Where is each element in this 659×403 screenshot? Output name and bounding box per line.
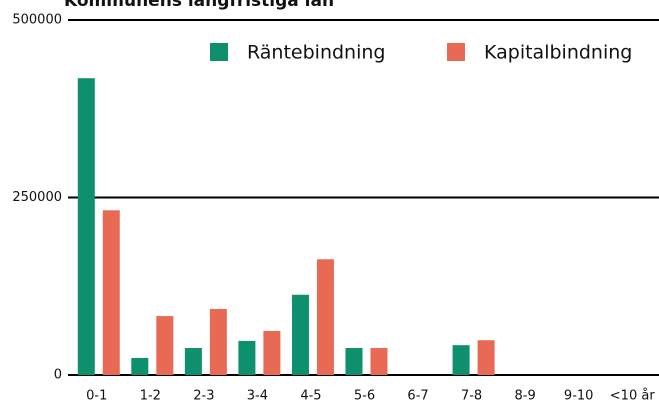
- bar: [291, 294, 309, 375]
- y-tick-label: 500000: [12, 13, 62, 28]
- bar: [263, 330, 281, 375]
- legend-swatch: [447, 43, 465, 61]
- bar: [370, 348, 388, 375]
- bar: [156, 316, 174, 375]
- bar: [452, 345, 470, 375]
- legend-swatch: [210, 43, 228, 61]
- bar: [316, 259, 334, 375]
- x-tick-label: 9-10: [564, 389, 594, 403]
- x-tick-label: 4-5: [300, 389, 321, 403]
- y-tick-label: 250000: [12, 190, 62, 205]
- x-tick-label: 0-1: [86, 389, 107, 403]
- x-tick-label: 5-6: [354, 389, 375, 403]
- legend-label: Kapitalbindning: [484, 42, 632, 64]
- bar: [102, 210, 120, 375]
- x-tick-label: 7-8: [461, 389, 482, 403]
- bar: [238, 340, 256, 375]
- x-tick-label: <10 år: [610, 389, 656, 403]
- bar: [77, 78, 95, 375]
- bar: [477, 340, 495, 375]
- x-tick-label: 8-9: [515, 389, 536, 403]
- x-tick-label: 1-2: [140, 389, 161, 403]
- x-tick-label: 2-3: [193, 389, 214, 403]
- x-tick-label: 3-4: [247, 389, 268, 403]
- x-tick-label: 6-7: [407, 389, 428, 403]
- legend-label: Räntebindning: [247, 42, 385, 64]
- y-tick-label: 0: [54, 368, 62, 383]
- bar: [131, 357, 149, 375]
- bar: [184, 348, 202, 375]
- bar: [345, 348, 363, 375]
- chart-title: Kommunens långfristiga lån: [64, 0, 334, 11]
- bar: [209, 308, 227, 375]
